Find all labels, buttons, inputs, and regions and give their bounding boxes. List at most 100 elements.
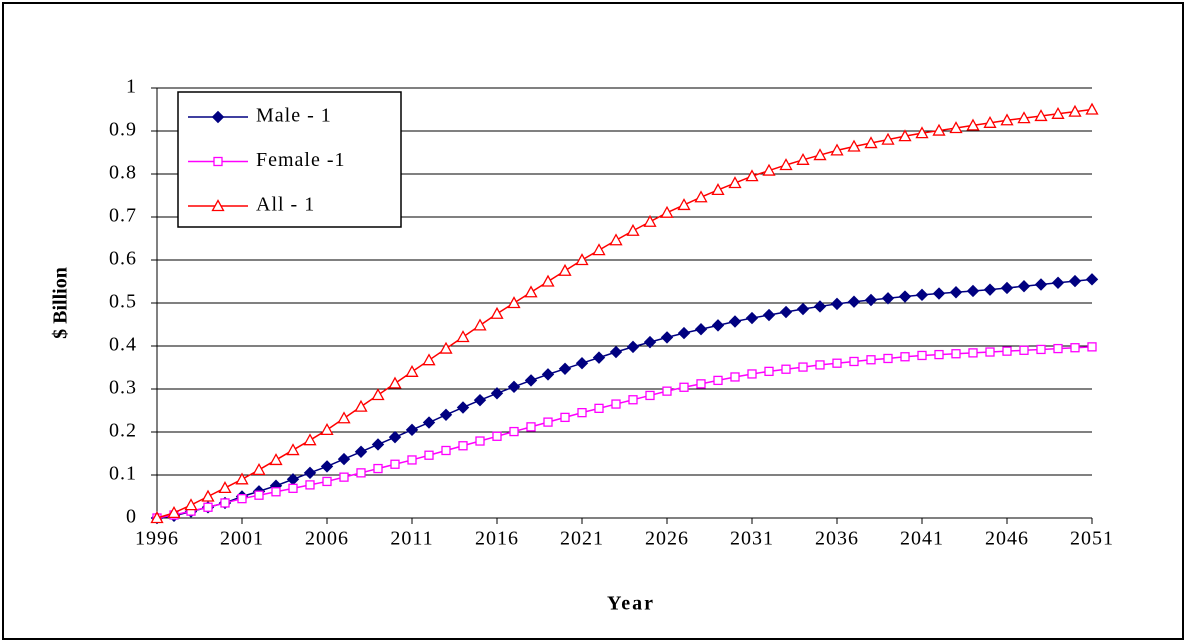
marker: [203, 502, 213, 512]
marker: [524, 374, 538, 387]
y-tick-label: 0.4: [109, 334, 137, 356]
x-tick-label: 2016: [475, 528, 519, 550]
marker: [1000, 281, 1014, 295]
marker: [422, 353, 436, 366]
marker: [713, 375, 723, 386]
marker: [611, 399, 621, 409]
x-tick-label: 2001: [220, 528, 264, 550]
marker: [864, 293, 878, 307]
marker: [167, 505, 181, 518]
marker: [660, 205, 674, 218]
y-tick-label: 0: [126, 506, 137, 528]
marker: [932, 123, 946, 136]
marker: [764, 366, 774, 377]
marker: [322, 476, 332, 487]
marker: [626, 223, 640, 236]
marker: [407, 455, 417, 465]
marker: [847, 295, 861, 308]
marker: [1053, 343, 1063, 354]
marker: [815, 360, 825, 370]
marker: [866, 355, 876, 365]
marker: [473, 318, 487, 331]
marker: [424, 450, 434, 460]
marker: [832, 358, 842, 368]
marker: [1085, 102, 1099, 115]
marker: [577, 407, 587, 418]
marker: [796, 302, 810, 316]
marker: [968, 348, 978, 358]
marker: [1017, 280, 1031, 293]
marker: [779, 158, 793, 171]
x-tick-label: 2036: [815, 528, 859, 550]
legend-label: All - 1: [256, 194, 315, 216]
marker: [949, 121, 963, 134]
x-tick-label: 2041: [900, 528, 944, 550]
marker: [1051, 276, 1065, 289]
marker: [405, 423, 419, 437]
marker: [320, 460, 334, 473]
marker: [983, 115, 997, 128]
marker: [490, 387, 504, 400]
marker: [983, 283, 997, 296]
marker: [881, 132, 895, 145]
marker: [677, 198, 691, 211]
x-tick-label: 2031: [730, 528, 774, 550]
x-axis-label: Year: [607, 593, 655, 615]
marker: [1085, 273, 1099, 286]
marker: [592, 351, 606, 364]
marker: [558, 263, 572, 276]
marker: [288, 483, 298, 493]
marker: [900, 352, 910, 362]
marker: [473, 393, 487, 407]
marker: [730, 372, 740, 382]
marker: [779, 305, 793, 319]
marker: [1000, 113, 1014, 126]
marker: [390, 459, 400, 469]
y-tick-label: 0.2: [109, 420, 137, 442]
marker: [711, 319, 725, 332]
marker: [507, 296, 521, 309]
marker: [560, 412, 570, 423]
marker: [677, 326, 691, 340]
marker: [439, 408, 453, 422]
marker: [747, 369, 757, 379]
marker: [915, 126, 929, 139]
marker: [303, 466, 317, 480]
marker: [1068, 274, 1082, 288]
marker: [305, 480, 315, 490]
marker: [558, 362, 572, 375]
marker: [269, 453, 283, 466]
marker: [150, 511, 164, 524]
marker: [796, 152, 810, 165]
y-tick-label: 0.7: [109, 205, 137, 227]
marker: [830, 297, 844, 311]
marker: [609, 345, 623, 359]
marker: [728, 315, 742, 328]
marker: [1036, 344, 1046, 355]
marker: [830, 143, 844, 156]
marker: [881, 292, 895, 305]
marker: [1087, 342, 1097, 352]
marker: [237, 493, 247, 504]
marker: [679, 382, 689, 392]
marker: [388, 376, 402, 389]
marker: [694, 190, 708, 203]
x-tick-label: 2026: [645, 528, 689, 550]
marker: [1034, 278, 1048, 291]
marker: [371, 438, 385, 451]
marker: [966, 118, 980, 131]
x-tick-label: 2051: [1070, 528, 1114, 550]
marker: [441, 445, 451, 456]
x-tick-label: 2021: [560, 528, 604, 550]
marker: [439, 341, 453, 354]
marker: [337, 452, 351, 466]
marker: [1070, 343, 1080, 353]
marker: [543, 417, 553, 427]
marker: [526, 422, 536, 432]
x-tick-label: 1996: [135, 528, 179, 550]
marker: [643, 335, 657, 349]
marker: [388, 430, 402, 444]
x-tick-label: 2011: [390, 528, 433, 550]
marker: [711, 183, 725, 196]
